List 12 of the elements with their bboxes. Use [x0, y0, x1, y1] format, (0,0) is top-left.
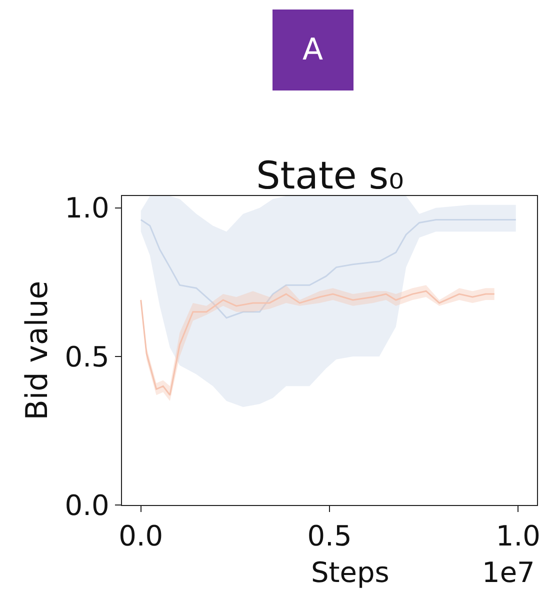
y-tick-label: 0.5	[64, 340, 110, 374]
y-tick-label: 0.0	[64, 488, 110, 522]
line-series	[140, 219, 517, 319]
x-tick-label: 0.0	[118, 520, 164, 553]
x-tick-label: 0.5	[307, 520, 352, 553]
y-tick-label: 1.0	[64, 192, 110, 225]
x-tick-label: 1.0	[496, 520, 540, 553]
text: 1e7	[482, 556, 535, 589]
y-axis-title: Bid value	[20, 280, 55, 420]
x-axis-title: Steps	[311, 556, 390, 589]
text: A	[302, 32, 324, 68]
chart-title: State s₀	[256, 153, 404, 198]
